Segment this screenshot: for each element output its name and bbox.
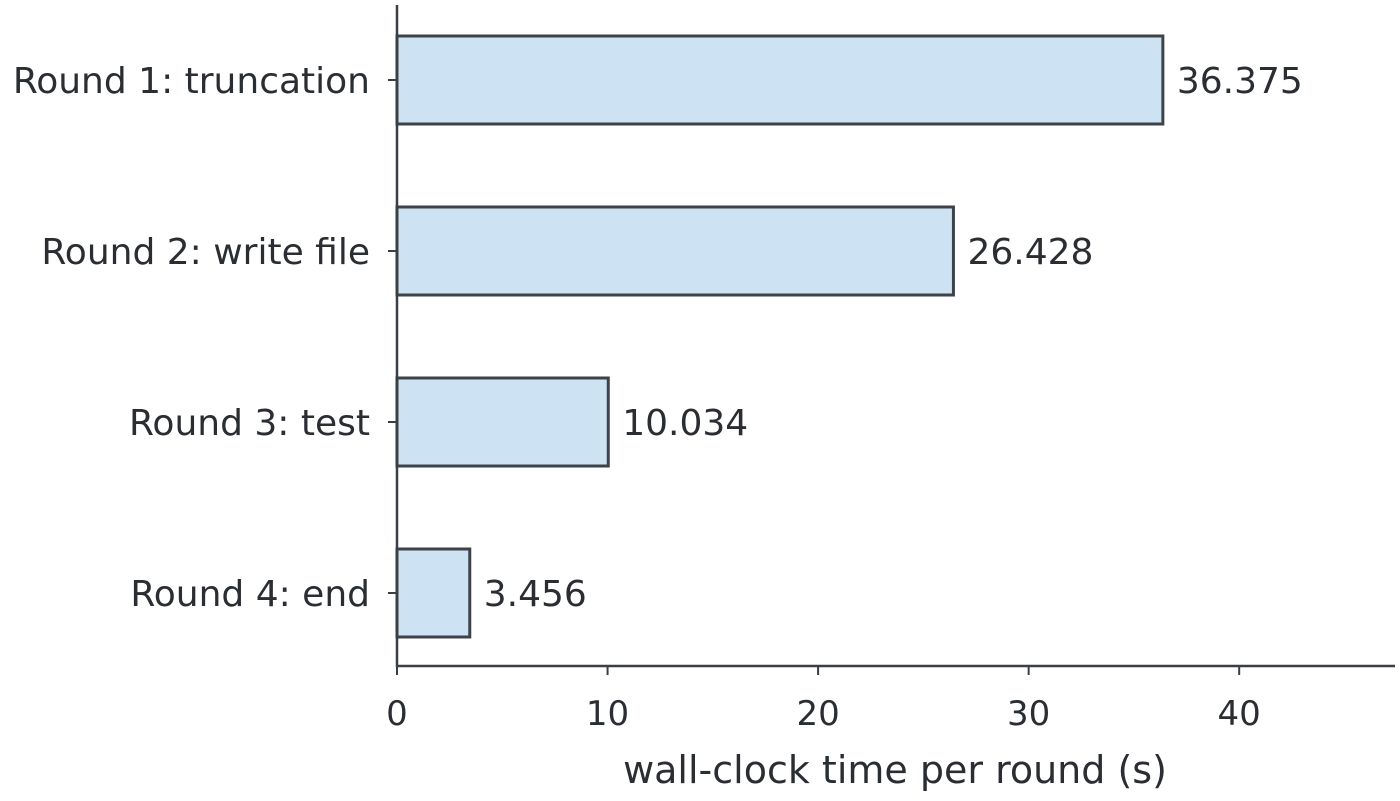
bars-layer xyxy=(395,34,1165,639)
labels-layer: Round 1: truncation 36.375 Round 2: write … xyxy=(13,61,1303,734)
bar-2 xyxy=(395,205,955,297)
bar-3 xyxy=(395,376,610,468)
x-axis-title: wall-clock time per round (s) xyxy=(623,748,1167,792)
y-tick-label: Round 4: end xyxy=(130,574,370,615)
data-label: 10.034 xyxy=(622,403,748,444)
x-tick-label: 20 xyxy=(796,694,839,734)
data-label: 36.375 xyxy=(1177,61,1303,102)
axes-layer xyxy=(388,5,1395,675)
x-tick-label: 10 xyxy=(586,694,629,734)
data-label: 3.456 xyxy=(484,574,587,615)
y-tick-label: Round 1: truncation xyxy=(13,61,370,102)
y-tick-label: Round 2: write file xyxy=(41,232,370,273)
x-tick-label: 40 xyxy=(1218,694,1261,734)
x-tick-label: 0 xyxy=(386,694,408,734)
bar-4 xyxy=(395,547,472,639)
bar-1 xyxy=(395,34,1165,126)
y-tick-label: Round 3: test xyxy=(129,403,370,444)
data-label: 26.428 xyxy=(967,232,1093,273)
x-tick-label: 30 xyxy=(1007,694,1050,734)
